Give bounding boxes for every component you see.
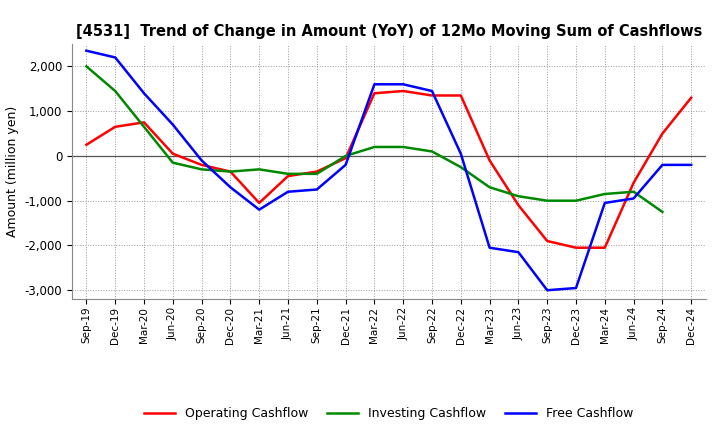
Operating Cashflow — [543, 238, 552, 244]
Free Cashflow — [658, 162, 667, 168]
Free Cashflow — [629, 196, 638, 201]
Investing Cashflow — [370, 144, 379, 150]
Investing Cashflow — [485, 185, 494, 190]
Operating Cashflow — [197, 162, 206, 168]
Free Cashflow — [255, 207, 264, 212]
Investing Cashflow — [111, 88, 120, 94]
Operating Cashflow — [485, 158, 494, 163]
Free Cashflow — [514, 249, 523, 255]
Title: [4531]  Trend of Change in Amount (YoY) of 12Mo Moving Sum of Cashflows: [4531] Trend of Change in Amount (YoY) o… — [76, 24, 702, 39]
Free Cashflow — [140, 91, 148, 96]
Operating Cashflow — [284, 173, 292, 179]
Line: Operating Cashflow: Operating Cashflow — [86, 91, 691, 248]
Free Cashflow — [399, 82, 408, 87]
Operating Cashflow — [168, 151, 177, 156]
Operating Cashflow — [341, 155, 350, 161]
Free Cashflow — [341, 162, 350, 168]
Operating Cashflow — [658, 131, 667, 136]
Investing Cashflow — [543, 198, 552, 203]
Operating Cashflow — [82, 142, 91, 147]
Free Cashflow — [428, 88, 436, 94]
Free Cashflow — [543, 288, 552, 293]
Free Cashflow — [312, 187, 321, 192]
Operating Cashflow — [514, 202, 523, 208]
Legend: Operating Cashflow, Investing Cashflow, Free Cashflow: Operating Cashflow, Investing Cashflow, … — [139, 403, 639, 425]
Free Cashflow — [456, 151, 465, 156]
Operating Cashflow — [456, 93, 465, 98]
Free Cashflow — [572, 286, 580, 291]
Operating Cashflow — [226, 169, 235, 174]
Operating Cashflow — [687, 95, 696, 100]
Investing Cashflow — [629, 189, 638, 194]
Operating Cashflow — [312, 169, 321, 174]
Line: Free Cashflow: Free Cashflow — [86, 51, 691, 290]
Free Cashflow — [284, 189, 292, 194]
Line: Investing Cashflow: Investing Cashflow — [86, 66, 662, 212]
Free Cashflow — [687, 162, 696, 168]
Operating Cashflow — [600, 245, 609, 250]
Y-axis label: Amount (million yen): Amount (million yen) — [6, 106, 19, 237]
Investing Cashflow — [399, 144, 408, 150]
Free Cashflow — [485, 245, 494, 250]
Investing Cashflow — [255, 167, 264, 172]
Investing Cashflow — [168, 160, 177, 165]
Free Cashflow — [168, 122, 177, 127]
Investing Cashflow — [456, 165, 465, 170]
Investing Cashflow — [197, 167, 206, 172]
Operating Cashflow — [370, 91, 379, 96]
Free Cashflow — [197, 158, 206, 163]
Operating Cashflow — [399, 88, 408, 94]
Investing Cashflow — [572, 198, 580, 203]
Investing Cashflow — [428, 149, 436, 154]
Investing Cashflow — [514, 194, 523, 199]
Investing Cashflow — [82, 64, 91, 69]
Investing Cashflow — [341, 153, 350, 158]
Free Cashflow — [82, 48, 91, 53]
Free Cashflow — [600, 200, 609, 205]
Free Cashflow — [111, 55, 120, 60]
Investing Cashflow — [600, 191, 609, 197]
Operating Cashflow — [428, 93, 436, 98]
Investing Cashflow — [140, 124, 148, 129]
Operating Cashflow — [111, 124, 120, 129]
Free Cashflow — [226, 185, 235, 190]
Operating Cashflow — [572, 245, 580, 250]
Operating Cashflow — [255, 200, 264, 205]
Investing Cashflow — [658, 209, 667, 215]
Investing Cashflow — [226, 169, 235, 174]
Operating Cashflow — [629, 180, 638, 185]
Investing Cashflow — [284, 171, 292, 176]
Investing Cashflow — [312, 171, 321, 176]
Operating Cashflow — [140, 120, 148, 125]
Free Cashflow — [370, 82, 379, 87]
